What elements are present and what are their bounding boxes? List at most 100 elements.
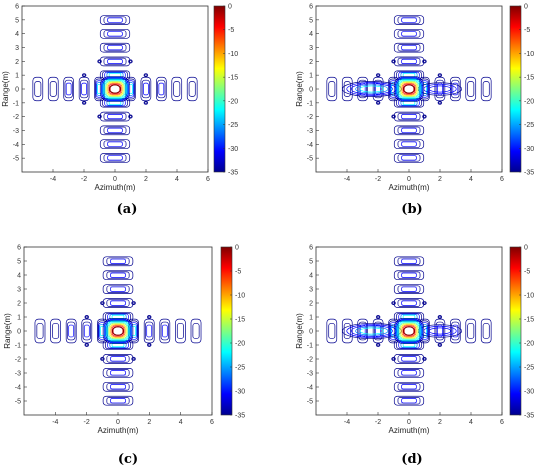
diagonal-sidelobe (376, 315, 380, 319)
diagonal-sidelobe (128, 114, 133, 119)
y-tick-label: 5 (309, 259, 313, 266)
azimuth-sidelobe (34, 81, 42, 97)
x-axis-label: Azimuth(m) (389, 183, 430, 192)
range-sidelobe (401, 31, 417, 37)
azimuth-sidelobe (159, 318, 171, 344)
diagonal-sidelobe (81, 73, 87, 78)
y-tick-label: 6 (309, 4, 313, 11)
diagonal-sidelobe (392, 60, 396, 63)
diagonal-sidelobe (375, 73, 381, 78)
azimuth-sidelobe (420, 80, 429, 98)
azimuth-sidelobe (328, 81, 336, 97)
colorbar (509, 246, 522, 416)
azimuth-sidelobe (482, 323, 490, 339)
range-sidelobe (110, 272, 126, 278)
x-axis-label: Azimuth(m) (98, 426, 139, 435)
range-sidelobe (99, 56, 131, 67)
azimuth-sidelobe (374, 79, 383, 99)
y-tick-label: -5 (15, 399, 21, 406)
y-tick-label: -5 (13, 156, 19, 163)
range-sidelobe (106, 271, 130, 279)
y-axis-label: Range(m) (1, 71, 10, 107)
x-tick-label: 2 (438, 419, 442, 426)
range-sidelobe (110, 300, 126, 306)
azimuth-sidelobe (171, 76, 183, 102)
main-lobe (397, 79, 421, 99)
diagonal-sidelobe (422, 357, 426, 361)
range-sidelobe (102, 98, 128, 107)
azimuth-sidelobe (63, 76, 74, 102)
panel-caption: (c) (118, 452, 138, 467)
x-tick-label: -4 (50, 176, 56, 183)
range-sidelobe (401, 300, 417, 306)
azimuth-sidelobe (97, 83, 102, 95)
y-tick-label: 6 (309, 245, 313, 252)
azimuth-sidelobe (173, 81, 181, 97)
colorbar-tick-label: -35 (524, 413, 534, 420)
diagonal-sidelobe (375, 342, 381, 347)
azimuth-sidelobe (437, 82, 443, 96)
diagonal-sidelobe (376, 73, 380, 77)
range-sidelobe (393, 42, 425, 53)
range-sidelobe (99, 139, 131, 149)
range-sidelobe (102, 71, 128, 80)
azimuth-sidelobe (52, 323, 60, 339)
y-tick-label: 0 (17, 329, 21, 336)
azimuth-smear-left (355, 84, 389, 94)
azimuth-sidelobe (49, 81, 57, 97)
range-sidelobe (393, 368, 425, 378)
diagonal-sidelobe (100, 301, 104, 305)
main-lobe (400, 81, 418, 97)
colorbar-tick-label: -15 (235, 317, 245, 324)
x-tick-label: -2 (375, 419, 381, 426)
diagonal-sidelobe (438, 315, 442, 319)
colorbar-tick-label: -5 (235, 269, 241, 276)
y-tick-label: 6 (17, 245, 21, 252)
range-sidelobe (401, 127, 417, 133)
range-sidelobe (393, 125, 425, 136)
x-tick-label: 4 (175, 176, 179, 183)
azimuth-sidelobe (34, 318, 46, 344)
main-lobe (108, 322, 128, 340)
main-lobe (109, 323, 127, 339)
azimuth-smear-left (359, 85, 384, 93)
y-tick-label: 0 (15, 87, 19, 94)
y-tick-label: 1 (309, 73, 313, 80)
y-tick-label: 1 (309, 315, 313, 322)
range-sidelobe (99, 125, 131, 136)
diagonal-sidelobe (437, 315, 443, 320)
y-tick-label: -4 (13, 142, 19, 149)
range-sidelobe (401, 384, 417, 390)
main-lobe (399, 322, 419, 340)
x-tick-label: 2 (147, 419, 151, 426)
range-sidelobe (111, 314, 125, 320)
range-sidelobe (110, 286, 126, 292)
range-sidelobe (110, 258, 126, 264)
azimuth-sidelobe (359, 324, 366, 338)
main-lobe (105, 80, 125, 98)
diagonal-sidelobe (143, 73, 149, 78)
range-sidelobe (396, 98, 422, 107)
diagonal-sidelobe (144, 73, 148, 77)
x-tick-label: 4 (179, 419, 183, 426)
main-lobe (398, 321, 420, 341)
diagonal-sidelobe (98, 60, 102, 63)
azimuth-sidelobe (451, 321, 460, 341)
peak-contour (403, 326, 415, 336)
diagonal-sidelobe (132, 301, 136, 305)
azimuth-sidelobe (67, 321, 76, 341)
main-lobe (400, 323, 418, 339)
range-sidelobe (393, 29, 425, 39)
range-sidelobe (397, 16, 421, 24)
y-axis-label: Range(m) (295, 313, 304, 349)
range-sidelobe (397, 285, 421, 293)
y-tick-label: 2 (17, 301, 21, 308)
azimuth-sidelobe (140, 76, 152, 102)
range-sidelobe (99, 29, 131, 39)
range-sidelobe (401, 45, 417, 51)
azimuth-smear-right (428, 85, 452, 93)
azimuth-sidelobe (65, 318, 77, 344)
azimuth-sidelobe (328, 323, 336, 339)
range-sidelobe (106, 355, 130, 363)
